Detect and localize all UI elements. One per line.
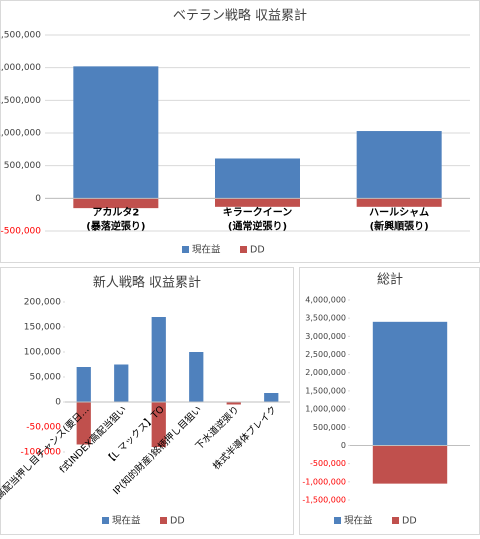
bar: [372, 321, 448, 446]
y-tick-label: 1,000,000: [305, 405, 346, 414]
bar: [73, 198, 159, 209]
panel: [0, 267, 294, 535]
y-tick-label: 4,000,000: [305, 296, 346, 305]
x-tick-label: (新興順張り): [370, 219, 429, 232]
y-tick-label: -1,000,000: [302, 477, 346, 486]
legend-swatch: [102, 517, 109, 524]
bar: [226, 402, 241, 405]
y-tick-label: 1,500,000: [0, 96, 41, 106]
y-tick-label: 500,000: [4, 161, 41, 171]
chart-title: ベテラン戦略 収益累計: [173, 8, 307, 24]
y-tick-label: 200,000: [24, 298, 61, 308]
x-tick-label: (通常逆張り): [228, 219, 287, 232]
y-tick-label: 2,500,000: [305, 350, 346, 359]
y-tick-label: 3,500,000: [305, 314, 346, 323]
y-tick-label: 2,000,000: [0, 63, 41, 73]
y-tick-label: 0: [341, 441, 346, 450]
bar: [76, 402, 91, 445]
chart-title: 新人戦略 収益累計: [93, 275, 201, 291]
legend-swatch: [334, 517, 341, 524]
bar: [356, 131, 442, 199]
y-tick-label: 0: [55, 398, 61, 408]
x-tick-label: アカルタ2: [92, 206, 139, 218]
legend-label: 現在益: [344, 515, 373, 527]
legend-label: DD: [250, 245, 265, 256]
x-tick-label: キラークイーン: [223, 206, 293, 218]
legend-swatch: [182, 246, 189, 253]
x-tick-label: ハールシャム: [369, 206, 429, 218]
y-tick-label: 1,000,000: [0, 129, 41, 139]
legend-label: 現在益: [112, 515, 141, 527]
y-tick-label: -50,000: [26, 423, 61, 433]
bar: [151, 402, 166, 447]
y-tick-label: 500,000: [313, 423, 346, 432]
bar: [264, 393, 279, 402]
bar: [76, 367, 91, 402]
bar: [215, 198, 300, 207]
y-tick-label: -1,500,000: [302, 496, 346, 505]
y-tick-label: 1,500,000: [305, 386, 346, 395]
legend-swatch: [392, 517, 399, 524]
y-tick-label: 150,000: [24, 323, 61, 333]
y-tick-label: 2,000,000: [305, 368, 346, 377]
bar: [73, 66, 159, 199]
legend-label: DD: [402, 516, 417, 527]
legend-label: 現在益: [192, 244, 221, 256]
legend-swatch: [240, 246, 247, 253]
y-tick-label: 2,500,000: [0, 31, 41, 41]
x-tick-label: (暴落逆張り): [86, 219, 145, 232]
y-tick-label: 0: [35, 194, 41, 204]
chart-title: 総計: [377, 272, 403, 288]
y-tick-label: 3,000,000: [305, 332, 346, 341]
bar: [151, 317, 166, 402]
y-tick-label: -500,000: [1, 227, 42, 237]
bar: [356, 198, 442, 207]
y-tick-label: -100,000: [21, 448, 62, 458]
legend-swatch: [160, 517, 167, 524]
y-tick-label: -500,000: [310, 459, 346, 468]
y-tick-label: 100,000: [24, 348, 61, 358]
legend-label: DD: [170, 516, 185, 527]
bar: [189, 352, 204, 402]
y-tick-label: 50,000: [30, 373, 62, 383]
bar: [215, 158, 300, 199]
bar: [372, 445, 448, 484]
bar: [114, 364, 129, 402]
